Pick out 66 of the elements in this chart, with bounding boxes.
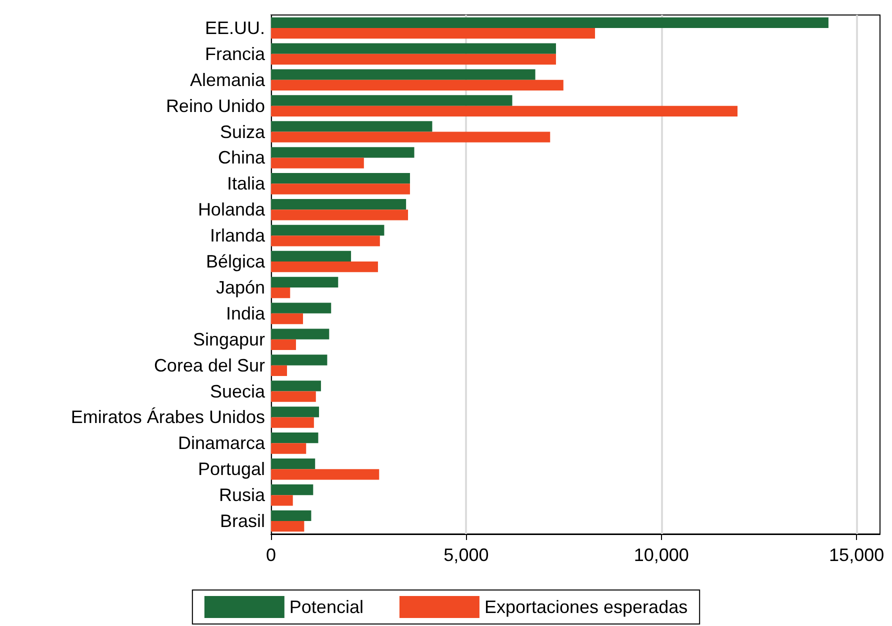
y-tick-label: Suiza (220, 122, 266, 142)
bar (271, 17, 828, 28)
bar (271, 158, 364, 168)
bar (271, 469, 380, 480)
bar (271, 43, 556, 54)
bar (271, 354, 328, 366)
y-tick-label: Emiratos Árabes Unidos (70, 407, 265, 428)
bar (271, 365, 288, 376)
bar (271, 406, 320, 418)
y-tick-label: Brasil (220, 511, 265, 532)
bar (271, 106, 738, 116)
bar (271, 198, 406, 210)
bar (271, 391, 316, 402)
bar (271, 54, 556, 65)
y-tick-label: Suecia (210, 381, 266, 402)
bar (271, 80, 564, 91)
y-tick-label: Rusia (218, 485, 266, 506)
bar (271, 510, 312, 522)
y-tick-label: India (226, 303, 266, 324)
legend-label: Potencial (289, 597, 364, 617)
bar (271, 262, 378, 272)
y-tick-label: Reino Unido (166, 96, 265, 116)
bar (271, 95, 512, 106)
bar (271, 184, 410, 194)
y-tick-label: Italia (226, 174, 266, 194)
bar (271, 339, 296, 350)
x-tick-label: 5,000 (444, 545, 489, 565)
bar (271, 328, 330, 340)
y-tick-label: Portugal (198, 459, 265, 480)
bar (271, 69, 536, 80)
bar (271, 236, 380, 246)
bar (271, 250, 352, 262)
bar (271, 521, 304, 532)
bar (271, 495, 293, 506)
legend-label: Exportaciones esperadas (484, 597, 688, 617)
bar (271, 276, 338, 288)
y-tick-label: Bélgica (206, 252, 266, 272)
y-tick-label: China (218, 148, 266, 168)
bar (271, 210, 408, 220)
x-tick-label: 0 (266, 545, 276, 565)
y-tick-label: Francia (204, 44, 266, 64)
bar (271, 380, 321, 392)
x-tick-label: 10,000 (634, 545, 689, 565)
bar (271, 132, 550, 142)
y-tick-label: Corea del Sur (154, 355, 265, 376)
bar (271, 417, 314, 428)
bar (271, 147, 414, 158)
bar (271, 302, 332, 314)
bar (271, 432, 318, 444)
y-tick-label: Alemania (190, 70, 266, 90)
y-tick-label: Irlanda (210, 226, 266, 246)
bar (271, 121, 432, 132)
y-tick-label: Dinamarca (178, 433, 266, 454)
y-tick-label: Japón (216, 277, 265, 298)
bar (271, 484, 314, 496)
bar (271, 173, 410, 184)
bar (271, 28, 596, 39)
y-tick-label: Singapur (192, 329, 265, 350)
x-tick-label: 15,000 (829, 545, 884, 565)
bar (271, 313, 304, 324)
y-tick-label: EE.UU. (204, 18, 265, 38)
y-tick-label: Holanda (198, 200, 266, 220)
bar (271, 287, 290, 298)
bar (271, 458, 316, 470)
bar (271, 443, 306, 454)
bar (271, 224, 384, 236)
